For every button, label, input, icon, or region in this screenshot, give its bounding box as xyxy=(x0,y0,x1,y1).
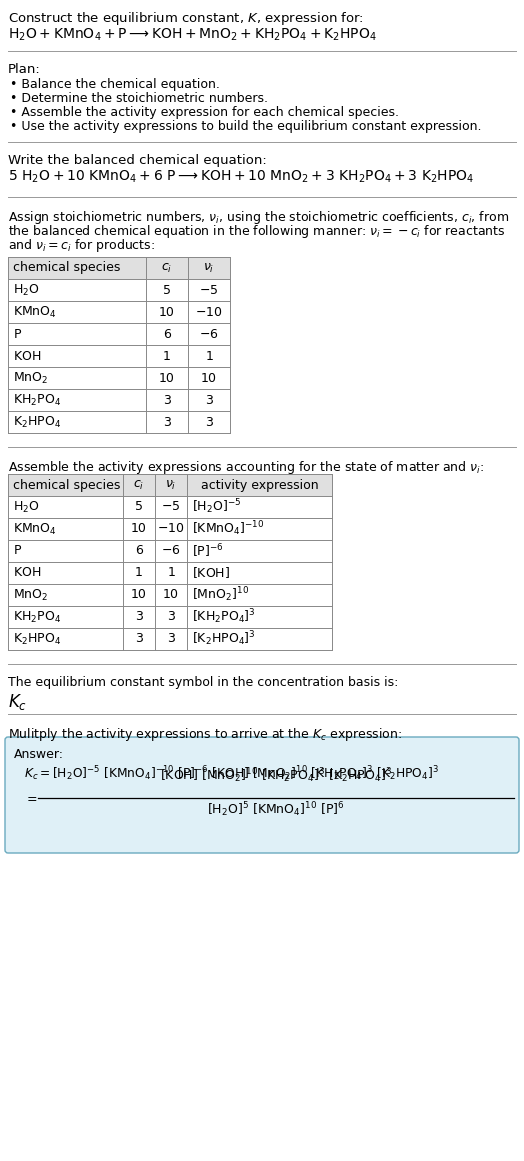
Text: $K_c = [\mathrm{H_2O}]^{-5}\ [\mathrm{KMnO_4}]^{-10}\ [\mathrm{P}]^{-6}\ [\mathr: $K_c = [\mathrm{H_2O}]^{-5}\ [\mathrm{KM… xyxy=(24,764,439,783)
Text: $\mathrm{H_2O + KMnO_4 + P \longrightarrow KOH + MnO_2 + KH_2PO_4 + K_2HPO_4}$: $\mathrm{H_2O + KMnO_4 + P \longrightarr… xyxy=(8,27,377,43)
Text: chemical species: chemical species xyxy=(13,261,121,274)
Text: 5: 5 xyxy=(135,500,143,513)
Text: $\mathrm{KOH}$: $\mathrm{KOH}$ xyxy=(13,567,41,579)
Text: • Balance the chemical equation.: • Balance the chemical equation. xyxy=(10,78,220,91)
Text: 1: 1 xyxy=(163,349,171,362)
Text: $5\ \mathrm{H_2O} + 10\ \mathrm{KMnO_4} + 6\ \mathrm{P} \longrightarrow \mathrm{: $5\ \mathrm{H_2O} + 10\ \mathrm{KMnO_4} … xyxy=(8,170,474,186)
Text: $-10$: $-10$ xyxy=(157,522,185,535)
Text: $3$: $3$ xyxy=(204,394,213,406)
Text: $[\mathrm{H_2O}]^5\ [\mathrm{KMnO_4}]^{10}\ [\mathrm{P}]^6$: $[\mathrm{H_2O}]^5\ [\mathrm{KMnO_4}]^{1… xyxy=(207,800,345,819)
Text: $c_i$: $c_i$ xyxy=(134,478,145,491)
Text: $[\mathrm{KMnO_4}]^{-10}$: $[\mathrm{KMnO_4}]^{-10}$ xyxy=(192,520,265,539)
Text: Write the balanced chemical equation:: Write the balanced chemical equation: xyxy=(8,154,267,167)
Text: 5: 5 xyxy=(163,283,171,296)
Text: chemical species: chemical species xyxy=(13,478,121,491)
Text: $\mathrm{MnO_2}$: $\mathrm{MnO_2}$ xyxy=(13,370,48,385)
Text: the balanced chemical equation in the following manner: $\nu_i = -c_i$ for react: the balanced chemical equation in the fo… xyxy=(8,223,506,240)
Text: 3: 3 xyxy=(163,394,171,406)
Text: 3: 3 xyxy=(135,611,143,623)
Text: $=$: $=$ xyxy=(24,792,38,805)
Text: $\mathrm{K_2HPO_4}$: $\mathrm{K_2HPO_4}$ xyxy=(13,632,61,647)
Text: $[\mathrm{KOH}]\ [\mathrm{MnO_2}]^{10}\ [\mathrm{KH_2PO_4}]^3\ [\mathrm{K_2HPO_4: $[\mathrm{KOH}]\ [\mathrm{MnO_2}]^{10}\ … xyxy=(160,766,392,785)
Text: $\mathrm{H_2O}$: $\mathrm{H_2O}$ xyxy=(13,499,40,514)
Text: $[\mathrm{MnO_2}]^{10}$: $[\mathrm{MnO_2}]^{10}$ xyxy=(192,585,249,605)
Text: $10$: $10$ xyxy=(162,589,180,601)
Text: $[\mathrm{KOH}]$: $[\mathrm{KOH}]$ xyxy=(192,565,230,580)
Text: Assemble the activity expressions accounting for the state of matter and $\nu_i$: Assemble the activity expressions accoun… xyxy=(8,459,484,476)
Text: $\mathrm{KH_2PO_4}$: $\mathrm{KH_2PO_4}$ xyxy=(13,610,61,625)
Text: $3$: $3$ xyxy=(167,611,176,623)
Text: $-5$: $-5$ xyxy=(161,500,181,513)
Text: $-10$: $-10$ xyxy=(195,305,223,318)
Text: $\nu_i$: $\nu_i$ xyxy=(203,261,215,274)
Text: Mulitply the activity expressions to arrive at the $K_c$ expression:: Mulitply the activity expressions to arr… xyxy=(8,726,402,743)
Text: $\mathrm{K_2HPO_4}$: $\mathrm{K_2HPO_4}$ xyxy=(13,414,61,430)
Text: $[\mathrm{KH_2PO_4}]^3$: $[\mathrm{KH_2PO_4}]^3$ xyxy=(192,607,256,626)
Text: 10: 10 xyxy=(131,589,147,601)
Text: and $\nu_i = c_i$ for products:: and $\nu_i = c_i$ for products: xyxy=(8,237,155,254)
Text: $\mathrm{KMnO_4}$: $\mathrm{KMnO_4}$ xyxy=(13,304,57,319)
Text: $-6$: $-6$ xyxy=(161,545,181,557)
Text: Plan:: Plan: xyxy=(8,63,41,75)
Text: Assign stoichiometric numbers, $\nu_i$, using the stoichiometric coefficients, $: Assign stoichiometric numbers, $\nu_i$, … xyxy=(8,209,509,226)
Text: $[\mathrm{K_2HPO_4}]^3$: $[\mathrm{K_2HPO_4}]^3$ xyxy=(192,629,256,648)
Text: • Use the activity expressions to build the equilibrium constant expression.: • Use the activity expressions to build … xyxy=(10,120,482,134)
Text: $-5$: $-5$ xyxy=(199,283,219,296)
Text: Construct the equilibrium constant, $K$, expression for:: Construct the equilibrium constant, $K$,… xyxy=(8,10,364,27)
Text: 3: 3 xyxy=(163,416,171,428)
Text: $[\mathrm{H_2O}]^{-5}$: $[\mathrm{H_2O}]^{-5}$ xyxy=(192,498,242,517)
Text: Answer:: Answer: xyxy=(14,748,64,760)
Text: $10$: $10$ xyxy=(201,372,217,384)
Text: $K_c$: $K_c$ xyxy=(8,692,27,712)
Text: $\mathrm{H_2O}$: $\mathrm{H_2O}$ xyxy=(13,282,40,297)
Text: 1: 1 xyxy=(135,567,143,579)
Text: 3: 3 xyxy=(135,633,143,646)
Text: 10: 10 xyxy=(131,522,147,535)
Text: 10: 10 xyxy=(159,305,175,318)
Text: $3$: $3$ xyxy=(204,416,213,428)
Text: $c_i$: $c_i$ xyxy=(161,261,172,274)
Bar xyxy=(8,257,230,279)
Text: • Assemble the activity expression for each chemical species.: • Assemble the activity expression for e… xyxy=(10,106,399,118)
Text: $-6$: $-6$ xyxy=(199,327,219,340)
Text: 6: 6 xyxy=(163,327,171,340)
Text: $\mathrm{KMnO_4}$: $\mathrm{KMnO_4}$ xyxy=(13,521,57,536)
Text: $\mathrm{MnO_2}$: $\mathrm{MnO_2}$ xyxy=(13,587,48,603)
Text: $[\mathrm{P}]^{-6}$: $[\mathrm{P}]^{-6}$ xyxy=(192,542,224,560)
Text: $\mathrm{P}$: $\mathrm{P}$ xyxy=(13,545,22,557)
Text: $1$: $1$ xyxy=(167,567,176,579)
Text: $\mathrm{P}$: $\mathrm{P}$ xyxy=(13,327,22,340)
Text: $\nu_i$: $\nu_i$ xyxy=(165,478,177,491)
Text: $1$: $1$ xyxy=(205,349,213,362)
Text: $\mathrm{KH_2PO_4}$: $\mathrm{KH_2PO_4}$ xyxy=(13,392,61,408)
Text: $\mathrm{KOH}$: $\mathrm{KOH}$ xyxy=(13,349,41,362)
Bar xyxy=(8,474,332,496)
Text: 10: 10 xyxy=(159,372,175,384)
Text: • Determine the stoichiometric numbers.: • Determine the stoichiometric numbers. xyxy=(10,92,268,104)
Text: The equilibrium constant symbol in the concentration basis is:: The equilibrium constant symbol in the c… xyxy=(8,676,398,688)
FancyBboxPatch shape xyxy=(5,737,519,853)
Text: activity expression: activity expression xyxy=(201,478,318,491)
Text: $3$: $3$ xyxy=(167,633,176,646)
Text: 6: 6 xyxy=(135,545,143,557)
